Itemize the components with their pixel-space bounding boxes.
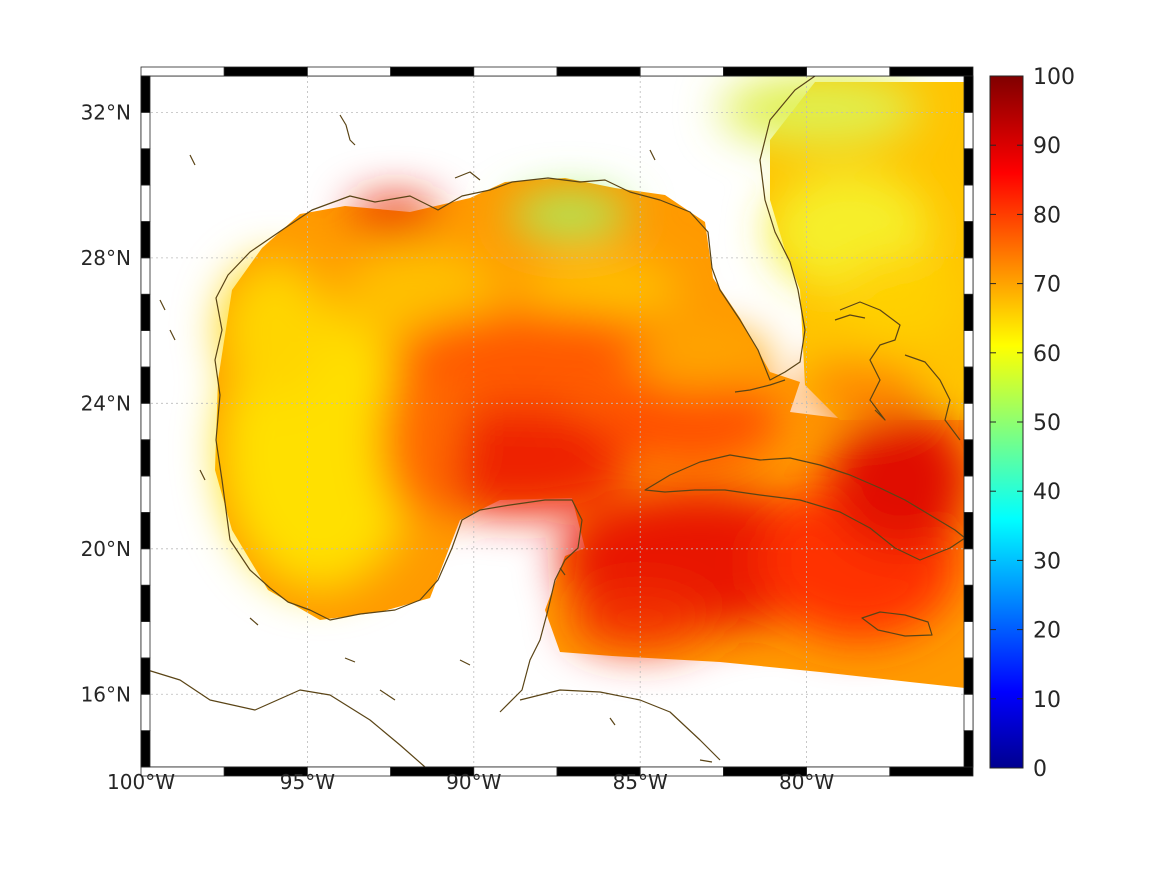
frame-segment	[140, 293, 151, 331]
frame-segment	[963, 184, 974, 222]
frame-segment	[889, 766, 974, 777]
coastlines	[140, 75, 966, 768]
x-tick-label: 90°W	[446, 770, 501, 794]
frame-segment	[963, 439, 974, 477]
frame-segment	[140, 366, 151, 404]
coastline-gulf	[214, 75, 816, 541]
frame-segment	[556, 66, 641, 77]
colorbar-tick-label: 20	[1033, 619, 1061, 644]
frame-segment	[390, 66, 475, 77]
colorbar-tick-label: 40	[1033, 480, 1061, 505]
frame-segment	[140, 730, 151, 768]
colorbar-tick-label: 10	[1033, 688, 1061, 713]
gridlines	[141, 76, 973, 767]
frame-segment	[639, 66, 724, 77]
y-tick-label: 20°N	[81, 537, 131, 561]
field-variations	[220, 76, 970, 650]
y-tick-label: 24°N	[81, 391, 131, 415]
x-tick-label: 100°W	[107, 770, 175, 794]
colorbar-tick-label: 0	[1033, 757, 1047, 782]
frame-segment	[140, 257, 151, 295]
y-tick-labels: 32°N 28°N 24°N 20°N 16°N	[81, 100, 131, 706]
data-field	[215, 76, 970, 688]
frame-segment	[140, 330, 151, 368]
frame-segment	[963, 330, 974, 368]
x-tick-label: 85°W	[613, 770, 668, 794]
frame-segment	[140, 111, 151, 150]
frame-segment	[806, 66, 891, 77]
y-tick-label: 16°N	[81, 682, 131, 706]
coastline-florida-keys	[734, 379, 786, 393]
frame-segment	[963, 148, 974, 186]
colorbar-tick-label: 100	[1033, 65, 1075, 90]
frame-segment	[963, 475, 974, 513]
frame-segment	[963, 221, 974, 259]
map-frame	[140, 66, 974, 777]
x-tick-label: 80°W	[779, 770, 834, 794]
colorbar-tick-label: 60	[1033, 342, 1061, 367]
frame-segment	[963, 693, 974, 732]
frame-segment	[963, 111, 974, 150]
coastline-honduras	[519, 689, 721, 761]
frame-segment	[963, 512, 974, 550]
x-tick-label: 95°W	[280, 770, 335, 794]
frame-segment	[140, 402, 151, 441]
frame-segment	[140, 512, 151, 550]
frame-segment	[140, 148, 151, 186]
frame-segment	[963, 584, 974, 622]
frame-segment	[889, 66, 974, 77]
coastline-central-america	[140, 667, 426, 768]
frame-segment	[963, 257, 974, 295]
coastline-islands	[159, 114, 713, 763]
colorbar-tick-label: 70	[1033, 273, 1061, 298]
frame-segment	[140, 584, 151, 622]
coastline-bahamas	[834, 301, 961, 441]
frame-segment	[963, 657, 974, 695]
frame-segment	[963, 75, 974, 113]
colorbar-tick-label: 30	[1033, 549, 1061, 574]
frame-segment	[140, 693, 151, 732]
coastline-jamaica	[861, 611, 933, 637]
frame-segment	[223, 66, 308, 77]
y-tick-label: 28°N	[81, 246, 131, 270]
frame-segment	[963, 402, 974, 441]
frame-segment	[306, 66, 391, 77]
frame-segment	[473, 66, 558, 77]
colorbar-tick-label: 50	[1033, 411, 1061, 436]
coastline-mexico	[229, 499, 583, 713]
frame-segment	[963, 366, 974, 404]
colorbar-tick-label: 90	[1033, 134, 1061, 159]
frame-segment	[140, 184, 151, 222]
frame-segment	[140, 621, 151, 659]
frame-segment	[140, 221, 151, 259]
frame-segment	[963, 548, 974, 586]
frame-segment	[963, 621, 974, 659]
frame-segment	[963, 293, 974, 331]
frame-segment	[140, 548, 151, 586]
colorbar-tick-label: 80	[1033, 203, 1061, 228]
frame-segment	[140, 657, 151, 695]
x-tick-labels: 100°W 95°W 90°W 85°W 80°W	[107, 770, 834, 794]
frame-segment	[963, 730, 974, 768]
y-tick-label: 32°N	[81, 100, 131, 124]
frame-segment	[140, 66, 225, 77]
frame-segment	[140, 439, 151, 477]
frame-segment	[140, 75, 151, 113]
frame-segment	[140, 475, 151, 513]
coastline-cuba	[644, 454, 966, 561]
frame-segment	[723, 66, 808, 77]
